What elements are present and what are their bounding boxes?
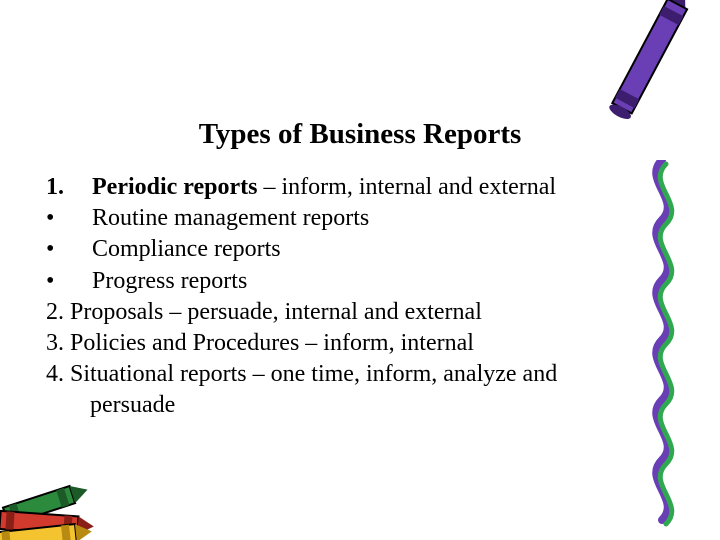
item-text: Routine management reports [92, 203, 634, 234]
item-marker: 1. [44, 172, 92, 203]
list-item: 4. Situational reports – one time, infor… [44, 359, 634, 390]
item-number: 2. [46, 299, 70, 325]
list-item: • Compliance reports [44, 234, 634, 265]
bullet-marker: • [44, 266, 92, 297]
squiggle-icon [632, 160, 692, 530]
list-item: • Progress reports [44, 266, 634, 297]
text-run: – persuade, internal and external [163, 299, 482, 325]
item-text: Progress reports [92, 266, 634, 297]
bullet-marker: • [44, 234, 92, 265]
item-text: Periodic reports – inform, internal and … [92, 172, 634, 203]
crayons-icon [0, 436, 114, 540]
list-item-continuation: persuade [44, 390, 634, 421]
list-item: 2. Proposals – persuade, internal and ex… [44, 297, 634, 328]
list-item: 3. Policies and Procedures – inform, int… [44, 328, 634, 359]
text-run: – inform, internal [299, 330, 474, 356]
bold-run: Policies and Procedures [70, 330, 299, 356]
item-number: 4. [46, 361, 70, 387]
slide-body: 1. Periodic reports – inform, internal a… [44, 172, 634, 422]
list-item: 1. Periodic reports – inform, internal a… [44, 172, 634, 203]
item-number: 3. [46, 330, 70, 356]
bullet-marker: • [44, 203, 92, 234]
bold-run: Situational reports [70, 361, 247, 387]
bold-run: Proposals [70, 299, 163, 325]
list-item: • Routine management reports [44, 203, 634, 234]
slide-title: Types of Business Reports [0, 118, 720, 151]
item-text: Compliance reports [92, 234, 634, 265]
slide: Types of Business Reports 1. Periodic re… [0, 0, 720, 540]
bold-run: Periodic reports [92, 174, 258, 200]
text-run: – one time, inform, analyze and [247, 361, 558, 387]
text-run: – inform, internal and external [258, 174, 557, 200]
